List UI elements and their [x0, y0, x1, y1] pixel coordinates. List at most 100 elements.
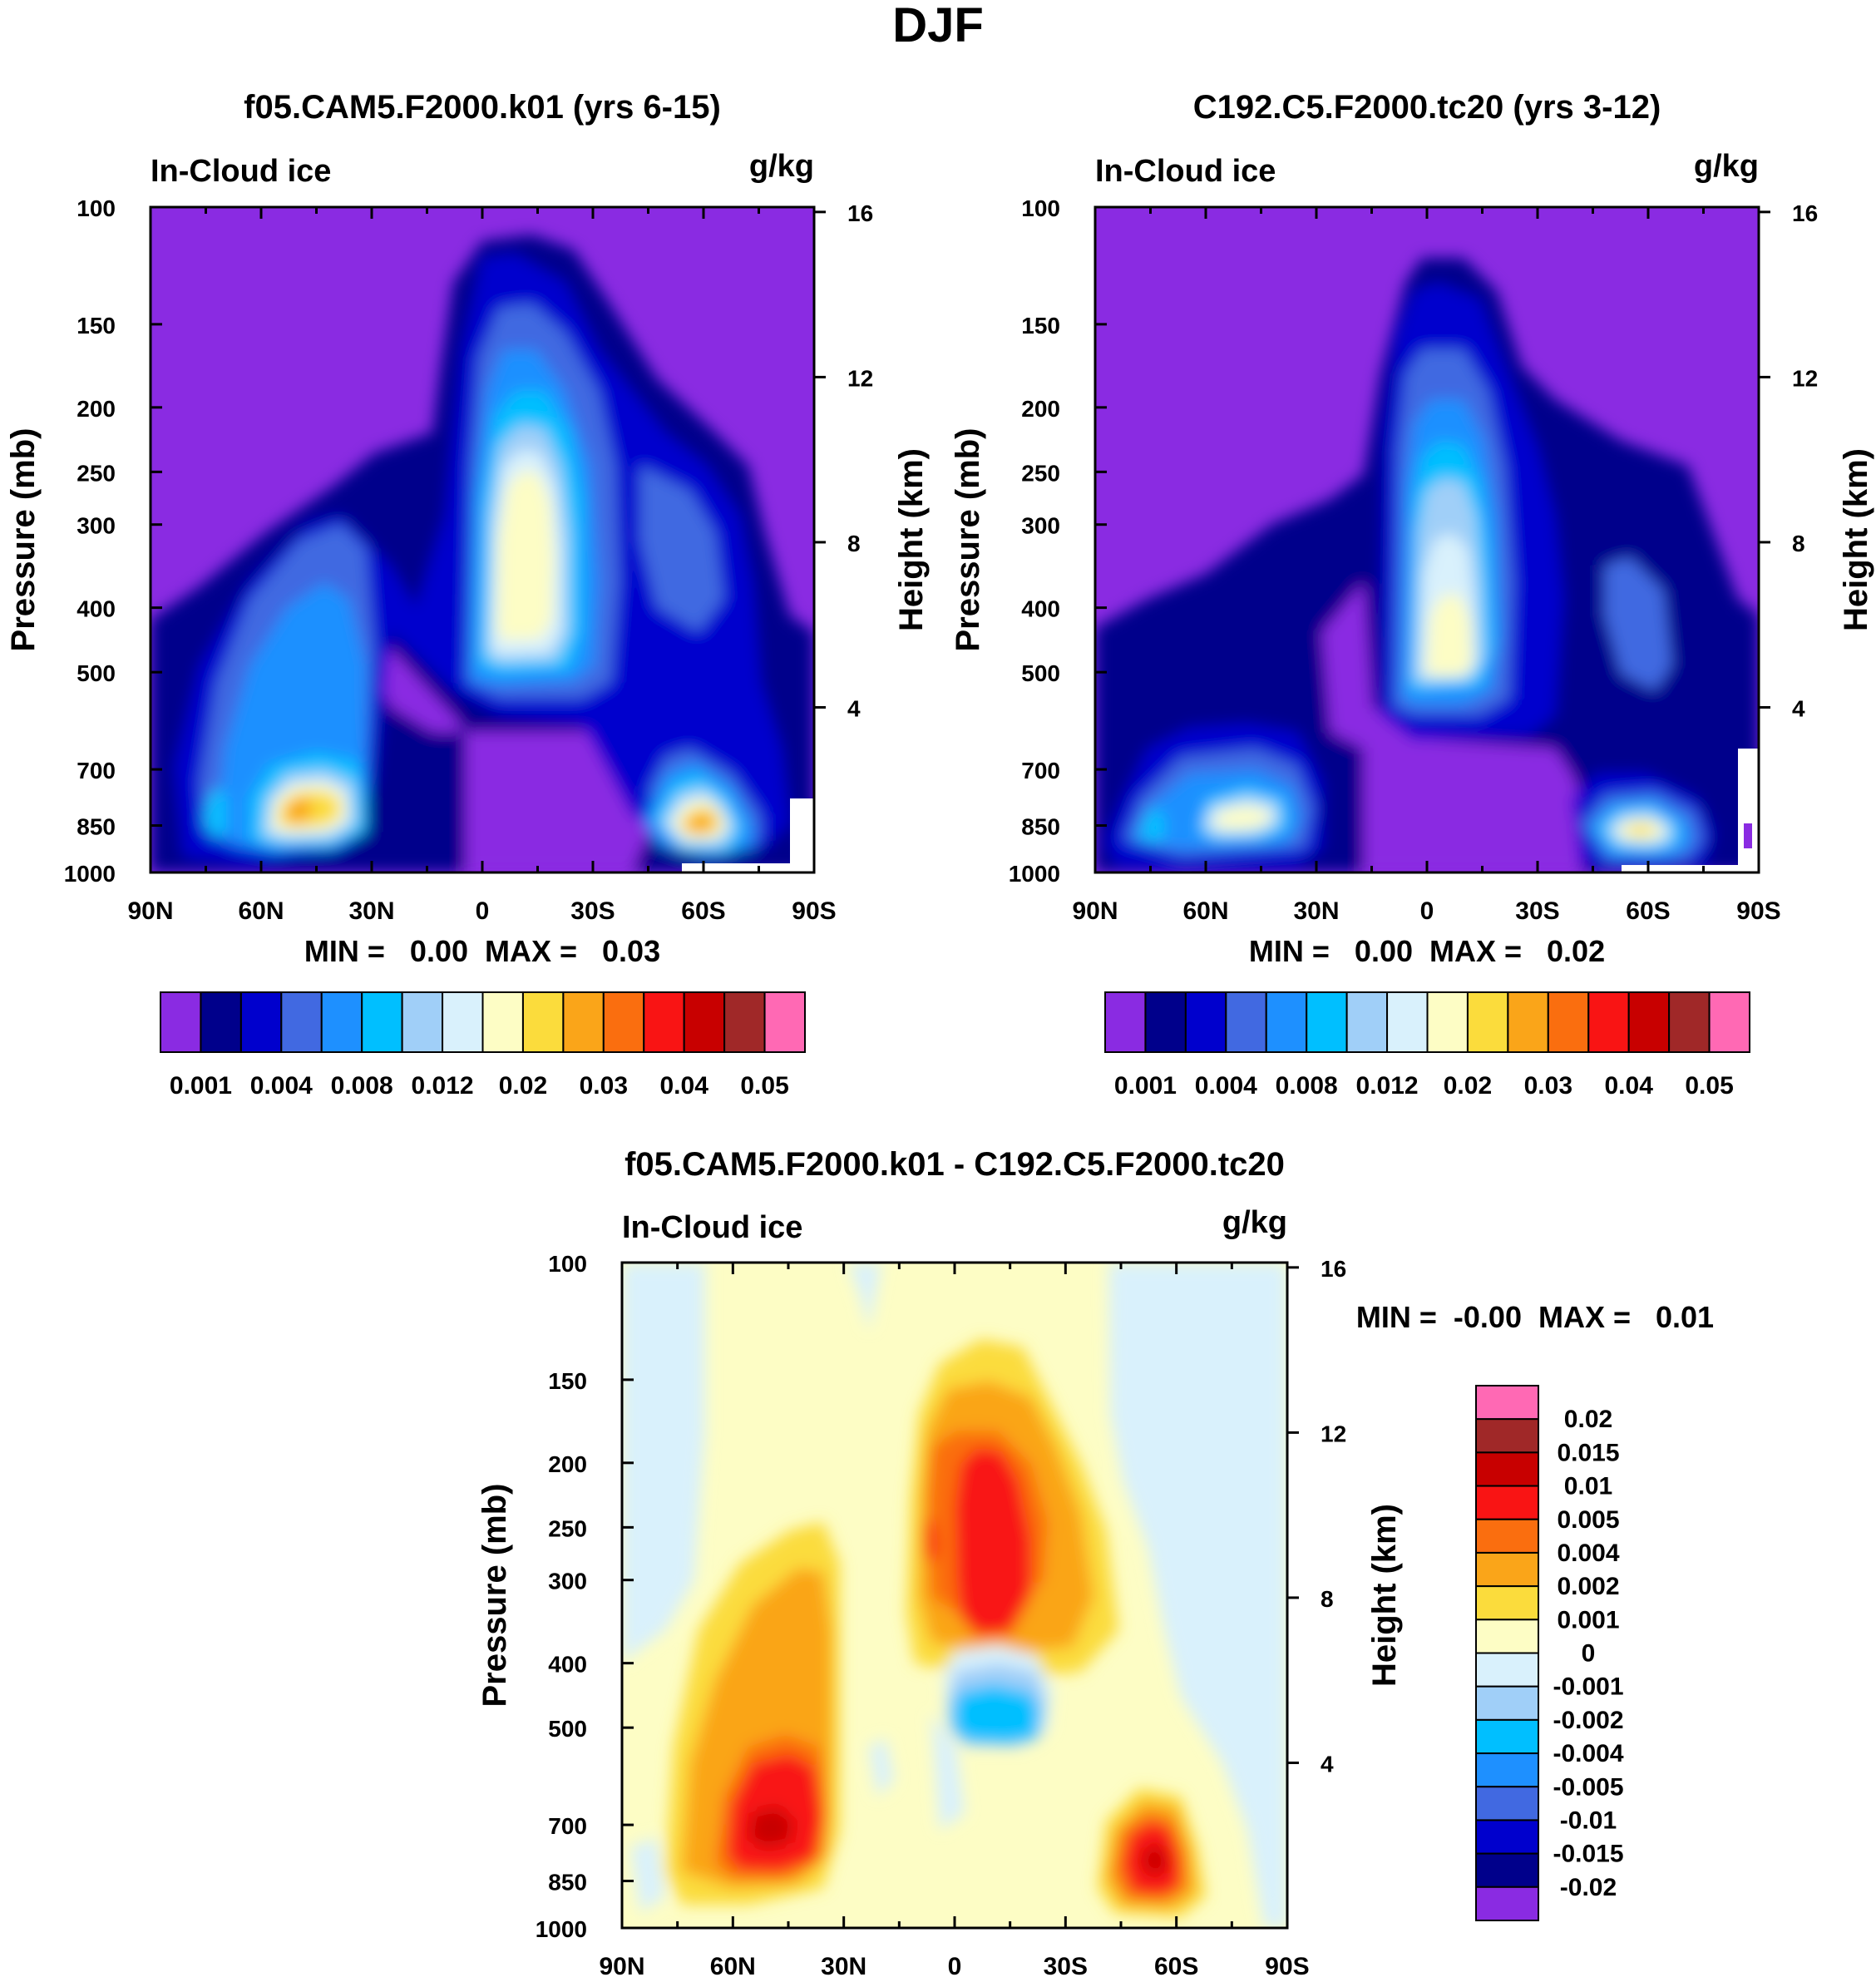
x-tick-label: 60N	[1182, 897, 1228, 925]
panel-test: C192.C5.F2000.tc20 (yrs 3-12) In-Cloud i…	[1094, 89, 1760, 874]
y-tick-label: 200	[1021, 396, 1060, 422]
colorbar-swatch	[1475, 1819, 1539, 1855]
colorbar-label: 0.008	[331, 1072, 393, 1100]
colorbar-swatch	[160, 991, 202, 1053]
colorbar-label: 0.004	[250, 1072, 313, 1100]
colorbar-swatch	[1225, 991, 1267, 1053]
y-tick-label: 850	[548, 1870, 587, 1896]
colorbar-label: -0.002	[1553, 1707, 1623, 1734]
colorbar-label: 0.05	[740, 1072, 788, 1100]
height-tick-label: 8	[1321, 1586, 1334, 1612]
height-tick-label: 16	[1321, 1256, 1346, 1282]
height-tick-label: 8	[847, 531, 861, 556]
y-tick-label: 700	[1021, 758, 1060, 783]
colorbar-label: 0.05	[1685, 1072, 1733, 1100]
y-tick-label: 500	[1021, 660, 1060, 686]
min-max-stats: MIN = -0.00 MAX = 0.01	[1356, 1300, 1714, 1334]
x-tick-label: 90S	[792, 897, 836, 925]
colorbar-label: 0.008	[1276, 1072, 1338, 1100]
colorbar-label: 0.02	[1444, 1072, 1492, 1100]
colorbar-swatch	[1475, 1718, 1539, 1755]
y-tick-label: 1000	[1009, 861, 1060, 887]
x-tick-label: 60S	[1626, 897, 1670, 925]
x-tick-label: 90N	[127, 897, 173, 925]
colorbar-swatch	[1547, 991, 1590, 1053]
y-tick-label: 250	[1021, 460, 1060, 486]
colorbar-swatch	[1475, 1652, 1539, 1688]
contour-field	[1095, 207, 1759, 872]
y-axis-right-label: Height (km)	[1366, 1504, 1403, 1687]
height-tick-label: 16	[847, 200, 873, 226]
colorbar-swatch	[1104, 991, 1147, 1053]
x-tick-label: 0	[476, 897, 490, 925]
colorbar-swatch	[1265, 991, 1308, 1053]
y-tick-label: 850	[1021, 814, 1060, 840]
colorbar-swatch	[1668, 991, 1711, 1053]
colorbar-swatch	[481, 991, 524, 1053]
variable-label: In-Cloud ice	[1095, 154, 1276, 189]
colorbar-swatch	[1475, 1585, 1539, 1621]
colorbar-label: 0.001	[170, 1072, 232, 1100]
colorbar-swatch	[1475, 1551, 1539, 1588]
colorbar-swatch	[1475, 1619, 1539, 1654]
colorbar-swatch	[521, 991, 565, 1053]
colorbar-label: 0.02	[1564, 1406, 1612, 1433]
y-tick-label: 150	[1021, 313, 1060, 339]
panel-axes: 90N 60N 30N 0 30S 60S 90S 100 150 200 250 300 400 500…	[476, 1251, 1403, 1980]
figure-title: DJF	[892, 0, 984, 52]
height-tick-label: 12	[1792, 365, 1818, 391]
colorbar-label: 0.02	[499, 1072, 547, 1100]
y-tick-label: 1000	[536, 1916, 587, 1942]
y-axis-label: Pressure (mb)	[5, 428, 42, 652]
x-tick-label: 60N	[710, 1953, 756, 1980]
contour-field	[622, 1263, 1287, 1928]
colorbar-label: 0.03	[580, 1072, 628, 1100]
colorbar-label: 0.001	[1557, 1606, 1619, 1634]
variable-label: In-Cloud ice	[622, 1210, 802, 1245]
colorbar-label: 0.03	[1524, 1072, 1572, 1100]
x-tick-label: 30S	[1515, 897, 1559, 925]
y-tick-label: 500	[548, 1716, 587, 1742]
colorbar-swatch	[683, 991, 726, 1053]
height-tick-label: 4	[847, 695, 861, 721]
colorbar-swatch	[1475, 1852, 1539, 1888]
colorbar-swatch	[442, 991, 484, 1053]
y-axis-label: Pressure (mb)	[950, 428, 986, 652]
colorbar-label: -0.01	[1560, 1807, 1617, 1834]
y-tick-label: 100	[77, 195, 116, 221]
panel-control: f05.CAM5.F2000.k01 (yrs 6-15) In-Cloud i…	[149, 89, 816, 874]
panel-subtitle: C192.C5.F2000.tc20 (yrs 3-12)	[1193, 89, 1661, 126]
x-tick-label: 60S	[681, 897, 725, 925]
x-tick-label: 90S	[1265, 1953, 1309, 1980]
x-tick-label: 0	[948, 1953, 962, 1980]
y-tick-label: 150	[548, 1368, 587, 1394]
colorbar-swatch	[361, 991, 403, 1053]
colorbar-swatch	[1475, 1418, 1539, 1454]
colorbar-swatch	[1345, 991, 1389, 1053]
colorbar-label: 0.012	[1356, 1072, 1419, 1100]
units-label: g/kg	[1222, 1205, 1287, 1240]
x-tick-label: 60N	[238, 897, 284, 925]
colorbar-swatch	[1184, 991, 1227, 1053]
colorbar-label: -0.004	[1553, 1740, 1623, 1767]
colorbar-swatch	[1306, 991, 1348, 1053]
height-tick-label: 16	[1792, 200, 1818, 226]
x-tick-label: 30N	[348, 897, 394, 925]
colorbar-swatch	[239, 991, 283, 1053]
y-tick-label: 400	[77, 596, 116, 622]
min-max-stats: MIN = 0.00 MAX = 0.02	[1249, 934, 1605, 968]
y-tick-label: 400	[548, 1652, 587, 1678]
colorbar-swatch	[723, 991, 766, 1053]
colorbar-swatch	[643, 991, 685, 1053]
x-tick-label: 90N	[599, 1953, 644, 1980]
axes-layer: 90N 60N 30N 0 30S 60S 90S 100 150 200 250 300 400 500…	[5, 195, 1874, 1980]
colorbar-label: 0.012	[412, 1072, 474, 1100]
colorbar-label: -0.005	[1553, 1773, 1623, 1801]
y-tick-label: 300	[548, 1569, 587, 1594]
height-tick-label: 12	[1321, 1421, 1346, 1446]
y-axis-right-label: Height (km)	[1838, 448, 1874, 631]
colorbar-swatch	[1475, 1685, 1539, 1721]
y-axis-right-label: Height (km)	[893, 448, 930, 631]
y-tick-label: 100	[548, 1251, 587, 1277]
colorbar-label: 0.04	[1604, 1072, 1653, 1100]
